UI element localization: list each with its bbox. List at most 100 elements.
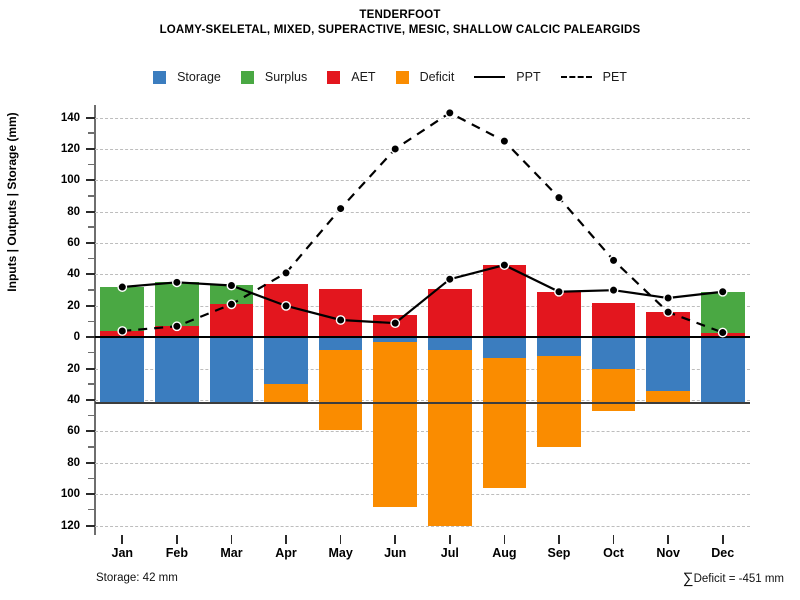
bar-segment-storage[interactable] xyxy=(591,337,636,369)
pet-line-marker[interactable] xyxy=(281,268,291,278)
bar-segment-storage[interactable] xyxy=(373,337,418,342)
deficit-total-note: ∑Deficit = -451 mm xyxy=(683,570,784,587)
gridline xyxy=(95,211,750,213)
bar-segment-deficit[interactable] xyxy=(482,357,527,488)
pet-line-marker[interactable] xyxy=(226,299,237,310)
y-tick-label: 40 xyxy=(67,394,80,407)
ppt-line-marker[interactable] xyxy=(281,300,291,311)
bar-segment-storage[interactable] xyxy=(482,337,527,358)
bar-segment-aet[interactable] xyxy=(155,326,199,338)
ppt-line-marker[interactable] xyxy=(171,277,182,288)
ppt-line-path xyxy=(122,263,723,325)
x-tick-mark xyxy=(230,535,233,544)
ppt-line-marker[interactable] xyxy=(226,280,237,291)
y-tick-label: 120 xyxy=(60,519,80,532)
x-tick-label-oct: Oct xyxy=(603,546,624,560)
pet-line-marker[interactable] xyxy=(444,107,455,118)
legend-item-pet[interactable]: PET xyxy=(560,70,627,84)
bar-segment-storage[interactable] xyxy=(155,337,199,404)
pet-line-marker[interactable] xyxy=(608,255,619,266)
ppt-line-marker[interactable] xyxy=(608,285,619,296)
ppt-line-marker[interactable] xyxy=(663,293,674,303)
legend-item-deficit[interactable]: Deficit xyxy=(395,70,454,84)
pet-line-marker[interactable] xyxy=(663,307,674,318)
bar-segment-storage[interactable] xyxy=(537,337,581,357)
bar-segment-deficit[interactable] xyxy=(537,356,581,448)
bar-segment-storage[interactable] xyxy=(700,337,745,404)
y-tick-label: 20 xyxy=(67,362,80,375)
legend-item-surplus[interactable]: Surplus xyxy=(240,70,307,84)
pet-line-marker[interactable] xyxy=(554,192,564,203)
storage-capacity-line xyxy=(95,402,750,405)
ppt-line-marker[interactable] xyxy=(390,318,401,329)
y-tick-label: 80 xyxy=(67,456,80,469)
bar-segment-aet[interactable] xyxy=(537,291,581,338)
legend-label: PET xyxy=(602,70,627,84)
y-axis-labels: 140 120 100 80 60 40 20 0 20 40 60 80 100 120 xyxy=(30,105,80,535)
x-tick-label-jul: Jul xyxy=(440,546,459,560)
pet-line-marker[interactable] xyxy=(499,136,510,146)
y-minor-tick-mark xyxy=(88,351,95,354)
y-tick-mark xyxy=(86,273,95,276)
y-minor-tick-mark xyxy=(88,257,95,260)
legend-item-aet[interactable]: AET xyxy=(327,70,376,84)
bar-segment-deficit[interactable] xyxy=(427,349,472,526)
storage-note: Storage: 42 mm xyxy=(96,572,178,584)
bar-segment-storage[interactable] xyxy=(318,337,363,350)
pet-line-path xyxy=(122,111,724,334)
bar-segment-storage[interactable] xyxy=(427,337,472,350)
ppt-line-marker[interactable] xyxy=(554,286,564,297)
x-tick-mark xyxy=(121,535,124,544)
bar-segment-aet[interactable] xyxy=(318,288,363,338)
y-tick-mark xyxy=(86,147,95,150)
legend-item-ppt[interactable]: PPT xyxy=(474,70,541,84)
bar-segment-aet[interactable] xyxy=(482,265,527,338)
x-tick-mark xyxy=(285,535,287,544)
y-tick-mark xyxy=(86,179,95,182)
page-title: TENDERFOOT xyxy=(359,9,441,21)
bar-segment-storage[interactable] xyxy=(264,337,308,385)
y-tick-label: 0 xyxy=(73,331,80,344)
pet-line-marker[interactable] xyxy=(117,326,128,336)
pet-line-marker[interactable] xyxy=(390,144,401,154)
y-tick-mark xyxy=(86,116,95,119)
bar-segment-surplus[interactable] xyxy=(155,282,199,327)
sigma-icon: ∑ xyxy=(682,570,694,587)
bar-segment-storage[interactable] xyxy=(209,337,254,404)
pet-line-marker[interactable] xyxy=(335,203,346,214)
y-minor-tick-mark xyxy=(88,383,95,385)
pet-line-marker[interactable] xyxy=(717,327,728,338)
x-tick-label-apr: Apr xyxy=(275,546,297,560)
legend-item-storage[interactable]: Storage xyxy=(153,70,221,84)
ppt-line-marker[interactable] xyxy=(444,274,455,285)
ppt-line-marker[interactable] xyxy=(117,282,128,292)
legend-swatch-icon xyxy=(153,70,167,84)
x-tick-mark xyxy=(339,535,342,544)
y-minor-tick-mark xyxy=(88,132,95,134)
bar-segment-aet[interactable] xyxy=(591,302,636,338)
y-tick-mark xyxy=(86,524,95,527)
bar-segment-surplus[interactable] xyxy=(700,291,745,333)
gridline xyxy=(95,494,750,496)
bar-segment-deficit[interactable] xyxy=(318,349,363,430)
bar-segment-surplus[interactable] xyxy=(100,287,145,331)
gridline xyxy=(95,525,750,527)
pet-line-marker[interactable] xyxy=(171,321,182,332)
line-series-group xyxy=(117,107,728,338)
page-subtitle: LOAMY-SKELETAL, MIXED, SUPERACTIVE, MESI… xyxy=(159,24,641,36)
ppt-line-marker[interactable] xyxy=(499,260,510,270)
y-minor-tick-mark xyxy=(88,414,95,417)
y-tick-label: 40 xyxy=(67,268,80,281)
bar-segment-aet[interactable] xyxy=(427,288,472,338)
ppt-line-marker[interactable] xyxy=(335,315,346,325)
gridline xyxy=(95,243,750,245)
gridline xyxy=(95,431,750,433)
bar-segment-deficit[interactable] xyxy=(373,341,418,507)
bar-segment-deficit[interactable] xyxy=(264,384,308,404)
bar-segment-storage[interactable] xyxy=(646,337,690,391)
bar-segment-storage[interactable] xyxy=(100,337,145,404)
ppt-line-marker[interactable] xyxy=(717,286,728,297)
bar-segment-deficit[interactable] xyxy=(646,390,690,404)
y-tick-mark xyxy=(86,461,95,464)
y-tick-mark xyxy=(86,493,95,496)
